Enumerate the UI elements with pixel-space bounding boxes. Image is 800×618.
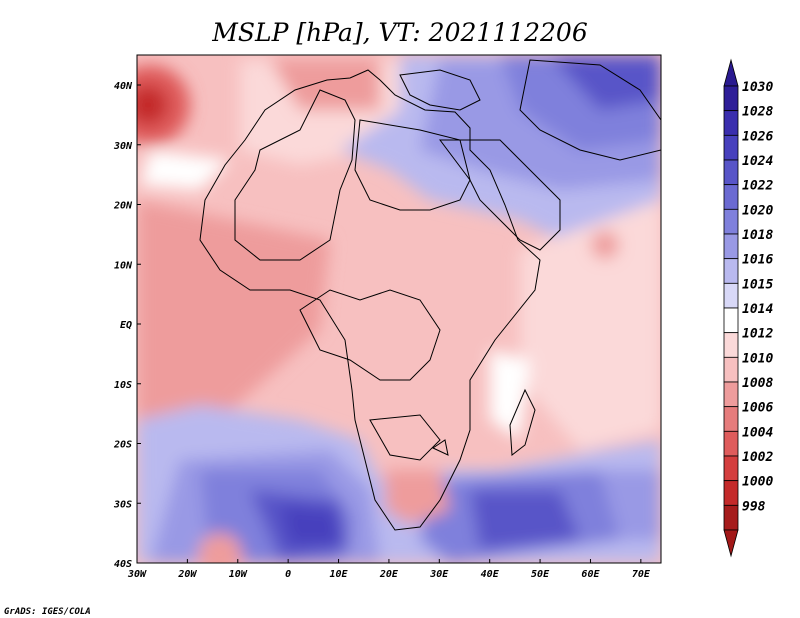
colorbar-label: 1000 [742, 475, 773, 490]
y-tick-label: 30N [113, 141, 133, 152]
colorbar-swatch [723, 504, 739, 531]
y-axis-ticks: 40N 30N 20N 10N EQ 10S 20S 30S 40S [113, 81, 141, 570]
colorbar-label: 1028 [742, 105, 773, 120]
colorbar-swatch [723, 406, 739, 432]
x-tick-label: 60E [581, 569, 600, 580]
colorbar-label: 1016 [742, 253, 773, 268]
x-tick-label: 70E [632, 569, 651, 580]
colorbar-swatch [723, 430, 739, 457]
y-tick-label: 20N [113, 201, 133, 212]
colorbar-swatch [723, 258, 739, 284]
colorbar-bottom-arrow [723, 529, 739, 558]
colorbar-label: 1002 [742, 450, 773, 465]
colorbar-label: 1024 [742, 154, 773, 169]
colorbar: 1030 1028 1026 1024 1022 1020 1018 1016 1015 1014… [723, 58, 773, 558]
y-tick-label: 30S [113, 499, 132, 510]
colorbar-swatch [723, 110, 739, 136]
colorbar-label: 1030 [742, 80, 773, 95]
colorbar-label: 1008 [742, 376, 773, 391]
colorbar-swatch [723, 208, 739, 235]
y-tick-label: 10S [114, 380, 132, 391]
colorbar-swatch [723, 307, 739, 334]
grads-credit: GrADS: IGES/COLA [4, 607, 91, 617]
y-tick-label: 40N [114, 81, 133, 92]
x-axis-ticks: 30W 20W 10W 0 10E 20E 30E 40E 50E 60E 70E [127, 559, 651, 580]
colorbar-swatch [723, 455, 739, 482]
map-title: MSLP [hPa], VT: 2021112206 [211, 18, 588, 47]
colorbar-swatch [723, 480, 739, 506]
y-tick-label: 40S [114, 559, 132, 570]
colorbar-swatch [723, 233, 739, 260]
x-tick-label: 40E [481, 569, 500, 580]
x-tick-label: 30W [127, 569, 147, 580]
colorbar-label: 1020 [742, 203, 773, 218]
x-tick-label: 10W [229, 569, 248, 580]
colorbar-swatch [723, 282, 739, 309]
colorbar-label: 1026 [742, 129, 773, 144]
colorbar-label: 1022 [742, 179, 773, 194]
colorbar-label: 1015 [742, 277, 773, 292]
map-frame [136, 54, 662, 564]
coastlines [199, 59, 661, 531]
colorbar-swatch [723, 332, 739, 358]
colorbar-label: 998 [742, 499, 766, 514]
y-tick-label: 10N [114, 260, 133, 271]
colorbar-label: 1018 [742, 228, 773, 243]
x-tick-label: 20E [379, 569, 399, 580]
pressure-field [137, 55, 661, 563]
y-tick-label: EQ [120, 320, 132, 331]
colorbar-label: 1012 [742, 327, 773, 342]
y-tick-label: 20S [113, 440, 132, 451]
x-tick-label: 0 [285, 569, 291, 580]
colorbar-swatch [723, 184, 739, 210]
colorbar-swatch [723, 85, 739, 112]
colorbar-label: 1010 [742, 351, 773, 366]
colorbar-label: 1006 [742, 401, 773, 416]
colorbar-label: 1014 [742, 302, 773, 317]
colorbar-swatch [723, 356, 739, 383]
colorbar-swatch [723, 159, 739, 186]
x-tick-label: 20W [177, 569, 197, 580]
colorbar-top-arrow [723, 58, 739, 87]
colorbar-swatch [723, 134, 739, 161]
x-tick-label: 10E [330, 569, 349, 580]
colorbar-swatch [723, 381, 739, 408]
colorbar-label: 1004 [742, 425, 773, 440]
x-tick-label: 30E [429, 569, 449, 580]
x-tick-label: 50E [531, 569, 550, 580]
